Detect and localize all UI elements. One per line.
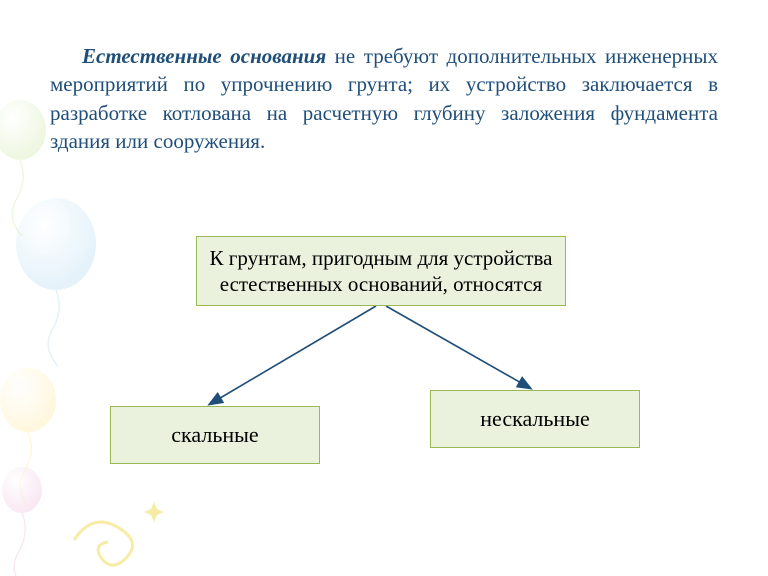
diagram-node-right: нескальные bbox=[430, 390, 640, 448]
diagram-node-root: К грунтам, пригодным для устройства есте… bbox=[196, 236, 566, 306]
diagram-edge-1 bbox=[386, 306, 530, 388]
slide-root: Естественные основания не требуют дополн… bbox=[0, 0, 768, 576]
diagram-edge-0 bbox=[210, 306, 376, 404]
diagram-node-left: скальные bbox=[110, 406, 320, 464]
